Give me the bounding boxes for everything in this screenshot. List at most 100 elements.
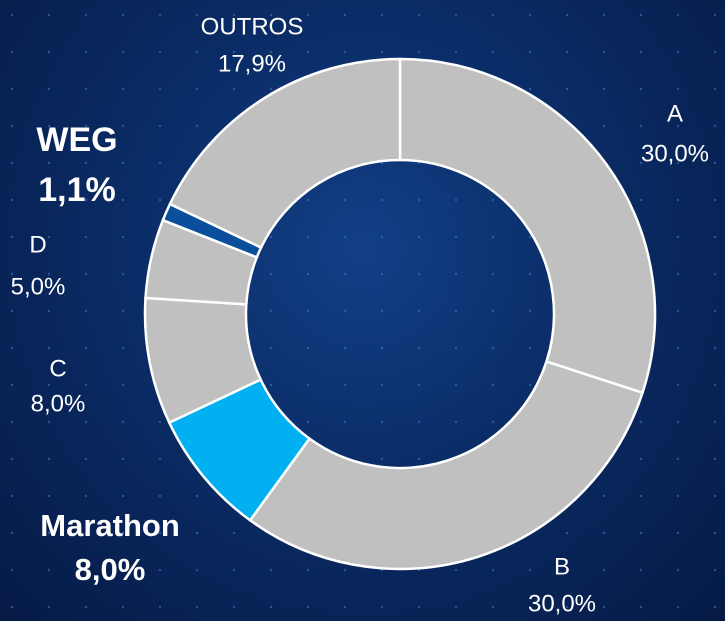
dot — [306, 198, 310, 202]
dot — [713, 531, 717, 535]
dot — [713, 457, 717, 461]
dot — [343, 568, 347, 572]
dot — [121, 50, 125, 54]
dot — [195, 494, 199, 498]
dot — [713, 605, 717, 609]
dot — [47, 309, 51, 313]
category-label: A — [667, 100, 683, 127]
dot — [84, 50, 88, 54]
dot — [676, 50, 680, 54]
dot — [713, 235, 717, 239]
dot — [491, 13, 495, 17]
dot — [528, 346, 532, 350]
dot — [713, 494, 717, 498]
dot — [10, 605, 14, 609]
dot — [84, 13, 88, 17]
dot — [713, 383, 717, 387]
dot — [47, 420, 51, 424]
dot — [602, 605, 606, 609]
value-label: 5,0% — [11, 273, 66, 300]
dot — [10, 161, 14, 165]
dot — [47, 235, 51, 239]
dot — [306, 568, 310, 572]
dot — [676, 272, 680, 276]
category-label: B — [554, 553, 570, 580]
dot — [417, 346, 421, 350]
dot — [676, 13, 680, 17]
dot — [528, 309, 532, 313]
dot — [417, 420, 421, 424]
dot — [84, 383, 88, 387]
dot — [195, 568, 199, 572]
dot — [232, 13, 236, 17]
dot — [417, 235, 421, 239]
dot — [158, 494, 162, 498]
dot — [84, 494, 88, 498]
value-label: 30,0% — [528, 590, 596, 617]
dot — [84, 235, 88, 239]
dot — [528, 50, 532, 54]
dot — [602, 568, 606, 572]
dot — [269, 383, 273, 387]
dot — [232, 605, 236, 609]
dot — [158, 568, 162, 572]
dot — [158, 457, 162, 461]
dot — [676, 605, 680, 609]
dot — [713, 161, 717, 165]
dot — [639, 50, 643, 54]
value-label: 1,1% — [38, 171, 116, 209]
dot — [47, 457, 51, 461]
dot — [195, 124, 199, 128]
dot — [158, 50, 162, 54]
dot — [10, 568, 14, 572]
dot — [713, 346, 717, 350]
dot — [454, 272, 458, 276]
dot — [306, 309, 310, 313]
dot — [343, 346, 347, 350]
category-label: C — [49, 355, 66, 382]
dot — [10, 457, 14, 461]
dot — [47, 13, 51, 17]
dot — [121, 161, 125, 165]
dot — [232, 531, 236, 535]
dot — [158, 198, 162, 202]
dot — [602, 494, 606, 498]
dot — [639, 494, 643, 498]
dot — [306, 383, 310, 387]
dot — [343, 50, 347, 54]
dot — [47, 383, 51, 387]
dot — [84, 568, 88, 572]
dot — [454, 309, 458, 313]
dot — [158, 420, 162, 424]
dot — [528, 383, 532, 387]
dot — [269, 272, 273, 276]
dot — [84, 161, 88, 165]
dot — [343, 383, 347, 387]
dot — [491, 605, 495, 609]
dot — [10, 383, 14, 387]
dot — [269, 87, 273, 91]
dot — [380, 272, 384, 276]
dot — [380, 605, 384, 609]
dot — [602, 124, 606, 128]
dot — [343, 13, 347, 17]
dot — [713, 13, 717, 17]
dot — [676, 531, 680, 535]
dot — [454, 13, 458, 17]
dot — [47, 124, 51, 128]
dot — [232, 568, 236, 572]
dot — [121, 198, 125, 202]
value-label: 8,0% — [75, 552, 146, 587]
dot — [713, 309, 717, 313]
dot — [528, 235, 532, 239]
dot — [565, 87, 569, 91]
value-label: 30,0% — [641, 140, 709, 167]
dot — [269, 346, 273, 350]
dot — [380, 50, 384, 54]
dot — [491, 420, 495, 424]
dot — [417, 605, 421, 609]
dot — [343, 272, 347, 276]
dot — [639, 605, 643, 609]
dot — [306, 346, 310, 350]
